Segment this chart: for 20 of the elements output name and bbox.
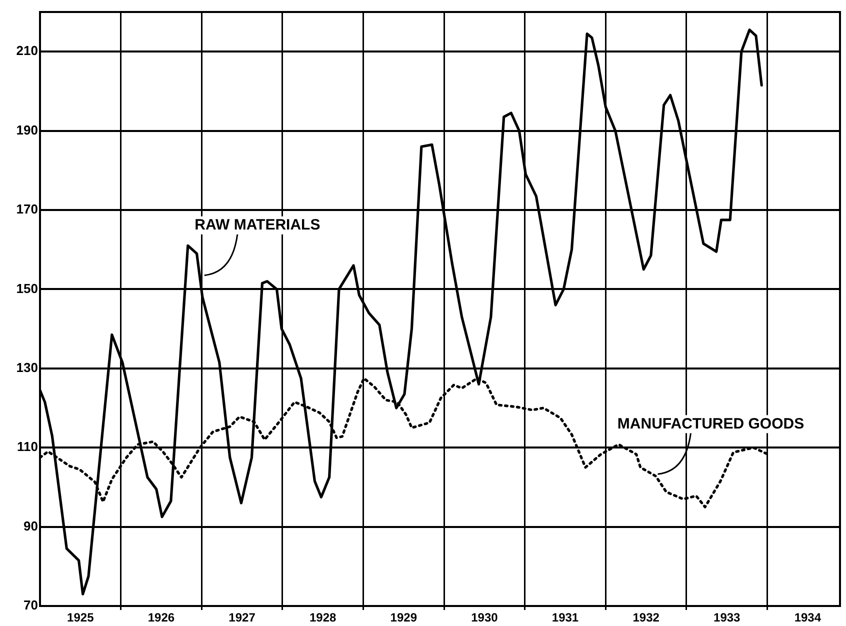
y-tick-label: 170: [16, 202, 38, 217]
y-tick-label: 110: [17, 439, 38, 454]
x-tick-label: 1930: [471, 610, 498, 625]
x-tick-label: 1933: [714, 610, 741, 625]
y-tick-label: 190: [16, 122, 38, 138]
x-tick-label: 1929: [390, 610, 418, 625]
x-tick-label: 1927: [228, 610, 256, 625]
x-tick-label: 1925: [67, 610, 94, 625]
x-tick-label: 1928: [309, 610, 336, 625]
annotation: MANUFACTURED GOODS: [617, 415, 804, 432]
y-tick-label: 210: [16, 43, 38, 58]
annotation: RAW MATERIALS: [194, 216, 320, 234]
y-tick-label: 70: [24, 598, 38, 613]
y-tick-label: 90: [24, 518, 38, 534]
x-tick-label: 1934: [794, 610, 822, 625]
y-tick-label: 150: [16, 280, 38, 296]
y-tick-label: 130: [16, 360, 38, 375]
x-tick-label: 1932: [632, 610, 660, 625]
x-tick-label: 1931: [552, 610, 579, 625]
x-tick-label: 1926: [148, 610, 175, 625]
